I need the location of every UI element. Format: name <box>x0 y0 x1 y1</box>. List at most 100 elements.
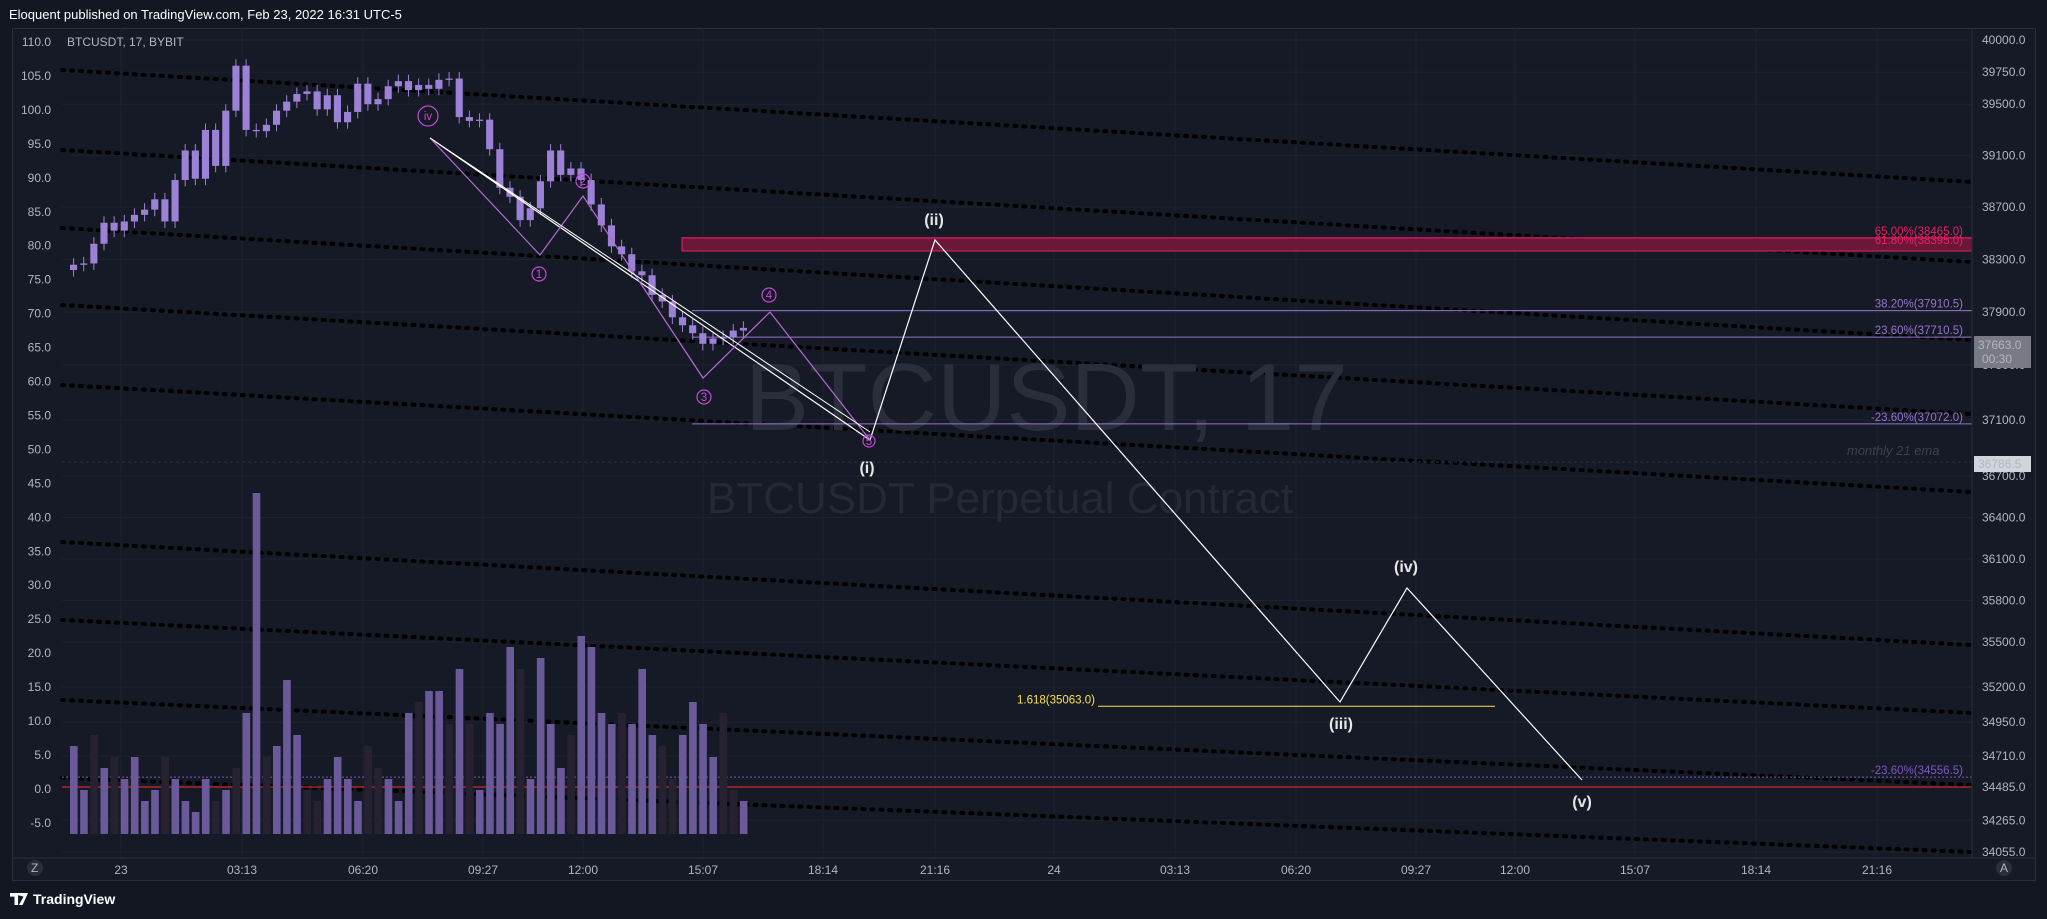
volume-bar <box>678 735 687 834</box>
right-tick-label: 34485.0 <box>1982 780 2026 794</box>
price-tag-countdown: 00:30 <box>1982 352 2012 366</box>
corner-button-left[interactable]: Z <box>27 860 43 876</box>
publish-header: Eloquent published on TradingView.com, F… <box>0 0 2047 28</box>
fib-level-label: 61.80%(38395.0) <box>1875 235 1963 247</box>
candle-body <box>313 91 321 110</box>
channel-line <box>60 540 1974 647</box>
volume-bar <box>587 647 596 834</box>
time-tick-label: 15:07 <box>688 863 718 877</box>
channel-line <box>60 68 1974 184</box>
subwave-line <box>429 137 871 441</box>
volume-bar <box>70 746 78 834</box>
volume-bar <box>668 779 677 834</box>
time-tick-label: 15:07 <box>1620 863 1650 877</box>
volume-bar <box>536 658 545 834</box>
corner-right-label: A <box>2000 861 2008 875</box>
volume-bar <box>374 768 383 834</box>
left-tick-label: 55.0 <box>28 408 52 422</box>
wave-label: (iii) <box>1329 716 1353 733</box>
right-tick-label: 38300.0 <box>1982 253 2026 267</box>
left-tick-label: 5.0 <box>34 748 51 762</box>
candle-body <box>141 209 149 215</box>
candle-body <box>618 246 626 255</box>
left-tick-label: 60.0 <box>28 375 52 389</box>
left-tick-label: 30.0 <box>28 578 52 592</box>
candle-body <box>171 180 179 222</box>
candle-body <box>222 110 230 166</box>
candle-body <box>80 263 88 265</box>
right-tick-label: 38700.0 <box>1982 200 2026 214</box>
left-tick-label: 35.0 <box>28 544 52 558</box>
volume-bar <box>100 768 109 834</box>
volume-bar <box>191 812 200 834</box>
candle-body <box>201 129 210 179</box>
candle-body <box>394 81 402 87</box>
candle-body <box>161 199 169 222</box>
chart-pane[interactable] <box>12 28 2036 881</box>
right-tick-label: 35200.0 <box>1982 680 2026 694</box>
left-tick-label: 45.0 <box>28 476 52 490</box>
wave-circle <box>862 434 876 448</box>
wave-circle-label: 2 <box>580 176 586 188</box>
volume-bar <box>303 790 312 834</box>
left-tick-label: 100.0 <box>21 103 51 117</box>
volume-bar <box>354 801 362 834</box>
price-tag-ema-value: 36786.5 <box>1978 457 2022 471</box>
volume-bar <box>739 801 748 834</box>
price-tag-current <box>1974 336 2031 368</box>
price-tags: 37663.000:30 36786.5 <box>1974 336 2031 472</box>
volume-bar <box>658 746 667 834</box>
volume-bar <box>130 757 139 834</box>
candle-body <box>181 150 189 181</box>
right-tick-label: 37900.0 <box>1982 305 2026 319</box>
volume-bar <box>384 779 393 834</box>
time-tick-label: 18:14 <box>1741 863 1771 877</box>
corner-button-right[interactable]: A <box>1996 860 2012 876</box>
volume-bar <box>110 757 119 834</box>
volume-bar <box>344 779 352 834</box>
candle-body <box>486 119 494 150</box>
right-tick-label: 34950.0 <box>1982 715 2026 729</box>
volume-bar <box>577 636 586 834</box>
candle-body <box>415 84 423 91</box>
candle-body <box>709 338 717 344</box>
main-wave-line <box>429 137 1583 781</box>
volume-bar <box>628 724 636 834</box>
right-tick-label: 39750.0 <box>1982 65 2026 79</box>
volume-bar <box>475 790 484 834</box>
wave-circle <box>531 266 547 282</box>
tradingview-logo[interactable]: TradingView <box>10 891 115 907</box>
volume-bar <box>455 669 464 834</box>
candle-body <box>668 301 676 318</box>
candle-body <box>425 84 433 89</box>
time-tick-label: 03:13 <box>1160 863 1190 877</box>
watermark-description: BTCUSDT Perpetual Contract <box>707 474 1293 523</box>
candle-body <box>445 78 453 80</box>
volume-bar <box>262 757 271 834</box>
volume-bar <box>618 713 626 834</box>
publish-info: Eloquent published on TradingView.com, F… <box>9 7 402 22</box>
volume-bar <box>506 647 515 834</box>
volume-bar <box>516 669 525 834</box>
volume-bar <box>607 724 616 834</box>
fib-level-label: 23.60%(37710.5) <box>1875 325 1963 337</box>
volume-bar <box>161 757 169 834</box>
left-tick-label: 70.0 <box>28 307 52 321</box>
volume-bar <box>526 779 535 834</box>
fib-level-label: -23.60%(37072.0) <box>1871 412 1963 424</box>
volume-bar <box>394 801 403 834</box>
right-tick-label: 40000.0 <box>1982 33 2026 47</box>
candle-body <box>151 199 159 210</box>
time-tick-label: 09:27 <box>1401 863 1431 877</box>
candle-body <box>475 119 484 121</box>
volume-bar <box>486 713 494 834</box>
wave-circle-label: 4 <box>766 290 773 302</box>
volume-bar <box>80 790 88 834</box>
volume-bar <box>293 735 301 834</box>
candle-body <box>354 83 362 112</box>
time-tick-label: 23 <box>114 863 128 877</box>
candle-body <box>120 221 128 231</box>
left-tick-label: 25.0 <box>28 612 52 626</box>
volume-bar <box>699 724 707 834</box>
